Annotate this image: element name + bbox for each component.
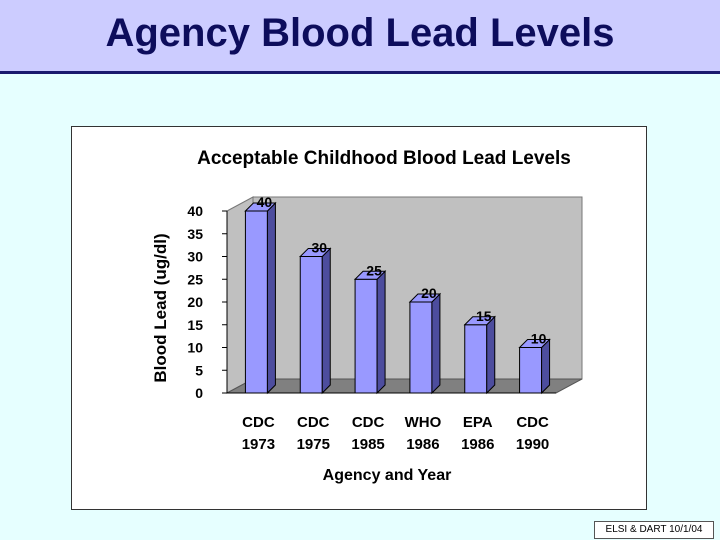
data-label: 30 (311, 240, 327, 256)
bar (244, 210, 268, 394)
y-tick-label: 40 (187, 203, 203, 219)
bar-side (431, 292, 441, 395)
x-tick-label-agency: CDC (242, 414, 275, 431)
title-bar: Agency Blood Lead Levels (0, 0, 720, 74)
y-tick-label: 0 (195, 385, 203, 401)
x-axis-label: Agency and Year (323, 467, 452, 484)
x-tick-label-agency: CDC (352, 414, 385, 431)
bar-side (321, 247, 331, 395)
bar (519, 347, 543, 394)
x-tick-label-year: 1973 (242, 436, 275, 453)
bar (299, 256, 323, 394)
bar-side (541, 338, 551, 395)
y-tick-label: 15 (187, 317, 203, 333)
y-tick-label: 25 (187, 271, 203, 287)
y-tick-label: 35 (187, 226, 203, 242)
bar-chart: Acceptable Childhood Blood Lead Levels B… (151, 148, 583, 484)
x-tick-label-agency: CDC (516, 414, 549, 431)
bar-side (376, 270, 386, 395)
y-tick-label: 10 (187, 340, 203, 356)
x-tick-label-year: 1985 (351, 436, 384, 453)
bar (464, 324, 488, 394)
chart-title: Acceptable Childhood Blood Lead Levels (197, 148, 571, 169)
bar (354, 278, 378, 394)
chart-frame: Acceptable Childhood Blood Lead Levels B… (71, 126, 647, 510)
x-tick-label-year: 1986 (461, 436, 494, 453)
data-label: 20 (421, 285, 437, 301)
bar-top (353, 270, 387, 280)
x-tick-label-agency: EPA (463, 414, 493, 431)
bar-top (518, 339, 551, 348)
data-label: 15 (476, 308, 492, 324)
bar-top (463, 316, 496, 326)
x-tick-label-year: 1986 (406, 436, 439, 453)
data-label: 40 (257, 194, 273, 210)
footer-label: ELSI & DART 10/1/04 (594, 521, 714, 539)
x-tick-label-year: 1975 (297, 436, 330, 453)
y-tick-label: 5 (195, 362, 203, 378)
bar-side (266, 201, 276, 395)
data-label: 10 (531, 331, 547, 347)
plot-area: 0 5 10 15 20 25 30 35 40 40 CDC 1973 30 CDC 1975 25 CDC 1… (187, 194, 583, 453)
y-axis-label: Blood Lead (ug/dl) (151, 233, 170, 382)
x-tick-label-year: 1990 (516, 436, 549, 453)
data-label: 25 (366, 262, 382, 278)
x-tick-label-agency: WHO (405, 414, 442, 431)
y-tick-label: 20 (187, 294, 203, 310)
x-tick-label-agency: CDC (297, 414, 330, 431)
bar-top (244, 202, 277, 212)
bar-top (408, 293, 442, 303)
bar (409, 301, 433, 394)
bar-side (486, 315, 496, 395)
slide-title: Agency Blood Lead Levels (105, 11, 615, 55)
bar-top (299, 248, 332, 257)
y-tick-label: 30 (187, 249, 203, 265)
